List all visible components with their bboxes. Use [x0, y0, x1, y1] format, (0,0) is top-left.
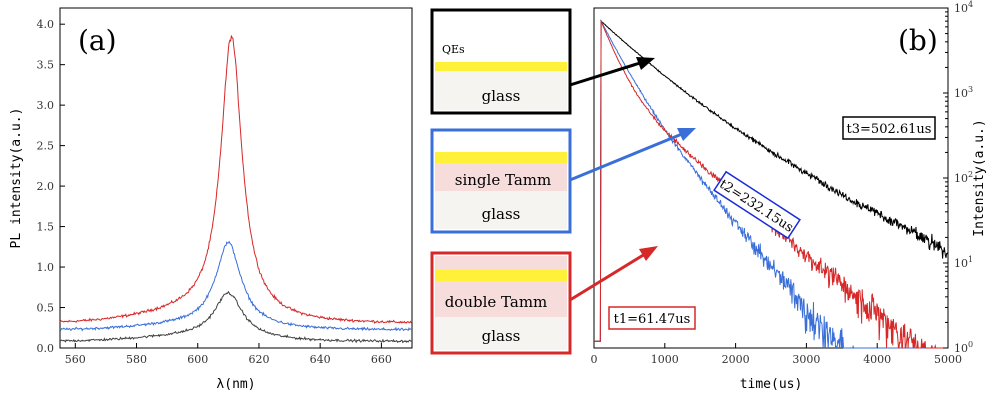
arrow-black-head: [636, 57, 655, 70]
qe-layer: [435, 62, 567, 71]
x-tick-label: 5000: [934, 353, 962, 366]
x-tick-label: 0: [591, 353, 598, 366]
y-tick-label: 102: [954, 170, 973, 185]
y-tick-label: 1.5: [37, 221, 55, 234]
label-box: [608, 306, 696, 330]
t1-label: t1=61.47us: [614, 312, 691, 327]
y-tick-label: 3.5: [37, 59, 55, 72]
tamm-layer-top: [435, 256, 567, 270]
x-tick-label: 580: [126, 353, 147, 366]
arrow-red: [569, 252, 646, 302]
x-tick-label: 640: [310, 353, 331, 366]
schematic-box-double-tamm: double Tamm glass: [430, 251, 572, 355]
qes-label: QEs: [442, 43, 465, 56]
arrow-blue-head: [677, 128, 696, 141]
schematic-box-bare-glass: QEs glass: [430, 8, 572, 115]
x-tick-label: 1000: [651, 353, 679, 366]
y-tick-label: 100: [954, 340, 973, 355]
lifetime-label-t3: t3=502.61us: [842, 116, 936, 140]
panel-a-label: (a): [78, 24, 117, 57]
y-tick-label: 2.5: [37, 140, 55, 153]
y-tick-label: 3.0: [37, 99, 55, 112]
arrow-black: [569, 61, 641, 87]
pl-spectrum-line: [59, 35, 413, 324]
schematic-box-single-tamm: single Tamm glass: [430, 128, 572, 234]
arrow-blue: [569, 132, 683, 182]
label-box: [842, 116, 936, 140]
connector-arrows: [569, 57, 696, 302]
glass-label: glass: [482, 327, 521, 345]
panel-a-frame: [59, 7, 413, 349]
glass-layer: [435, 317, 567, 350]
sample-schematics: QEs glass single Tamm glass double Tamm …: [430, 8, 572, 355]
label-box: [713, 170, 801, 240]
glass-label: glass: [482, 205, 521, 223]
x-tick-label: 4000: [863, 353, 891, 366]
panel-b-ylabel: Intensity(a.u.): [972, 119, 987, 236]
qe-layer: [435, 270, 567, 281]
decay-curve-line: [594, 21, 948, 350]
y-tick-label: 104: [954, 0, 973, 15]
x-tick-label: 2000: [722, 353, 750, 366]
panel-b-xlabel: time(us): [740, 377, 803, 392]
decay-curve-line: [594, 20, 948, 349]
panel-a-plot: 560 580 600 620 640 660 0.0 0.5 1.0 1.5 2.0 2.5 3.0 3…: [9, 7, 413, 392]
x-tick-label: 3000: [792, 353, 820, 366]
y-tick-label: 103: [954, 85, 973, 100]
pl-spectrum-line: [59, 290, 413, 344]
x-tick-label: 620: [248, 353, 269, 366]
qe-layer: [435, 152, 567, 163]
glass-layer: [435, 71, 567, 110]
panel-a-ticks: 560 580 600 620 640 660 0.0 0.5 1.0 1.5 2.0 2.5 3.0 3…: [37, 18, 392, 366]
tamm-layer: [435, 163, 567, 191]
decay-curve-line: [594, 19, 949, 342]
y-tick-label: 101: [954, 255, 973, 270]
t2-label: t2=232.15us: [716, 177, 795, 236]
single-tamm-label: single Tamm: [455, 171, 551, 189]
y-tick-label: 0.5: [37, 302, 55, 315]
panel-b-label: (b): [898, 24, 938, 57]
panel-a-ylabel: PL intensity(a.u.): [9, 108, 24, 249]
x-tick-label: 560: [65, 353, 86, 366]
pl-spectrum-line: [59, 240, 413, 332]
t3-label: t3=502.61us: [847, 122, 932, 137]
glass-label: glass: [482, 87, 521, 105]
panel-b-series-group: [594, 19, 949, 350]
y-tick-label: 4.0: [37, 18, 55, 31]
double-tamm-label: double Tamm: [445, 293, 548, 311]
lifetime-label-t1: t1=61.47us: [608, 306, 696, 330]
panel-a-xlabel: λ(nm): [216, 377, 255, 392]
y-tick-label: 2.0: [37, 180, 55, 193]
x-tick-label: 600: [187, 353, 208, 366]
glass-layer: [435, 191, 567, 229]
panel-a-series-group: [59, 35, 413, 344]
x-tick-label: 660: [371, 353, 392, 366]
y-tick-label: 1.0: [37, 261, 55, 274]
lifetime-label-t2: t2=232.15us: [713, 170, 801, 240]
arrow-red-head: [639, 246, 658, 261]
tamm-layer: [435, 281, 567, 317]
y-tick-label: 0.0: [37, 342, 55, 355]
